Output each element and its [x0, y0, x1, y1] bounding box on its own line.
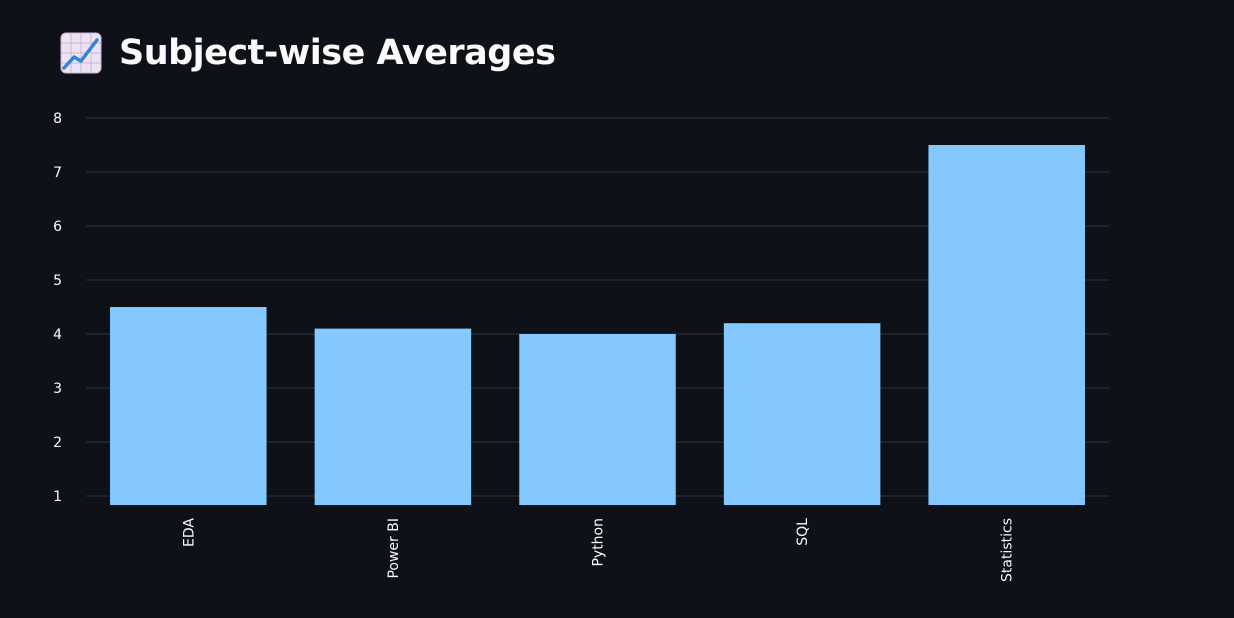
- chart-increasing-icon: [60, 32, 102, 74]
- y-tick-label: 3: [53, 381, 62, 397]
- x-tick-label: Power BI: [386, 518, 402, 579]
- y-tick-label: 5: [53, 273, 62, 289]
- y-tick-label: 2: [53, 435, 62, 451]
- x-tick-label: Python: [591, 518, 607, 567]
- x-tick-label: EDA: [181, 518, 197, 547]
- x-tick-label: SQL: [795, 518, 811, 546]
- y-tick-label: 4: [53, 327, 62, 343]
- y-tick-label: 8: [53, 111, 62, 127]
- y-tick-label: 6: [53, 219, 62, 235]
- x-tick-label: Statistics: [1000, 518, 1016, 582]
- bar-statistics: [928, 145, 1085, 505]
- y-tick-label: 7: [53, 165, 62, 181]
- bar-power-bi: [314, 328, 472, 505]
- bar-python: [519, 334, 676, 505]
- y-tick-label: 1: [53, 489, 62, 505]
- bar-eda: [110, 307, 267, 505]
- bar-sql: [723, 323, 881, 505]
- page-title: Subject-wise Averages: [119, 33, 556, 73]
- header: Subject-wise Averages: [60, 30, 556, 76]
